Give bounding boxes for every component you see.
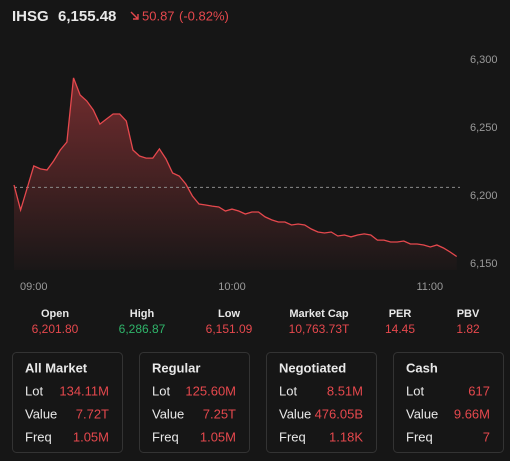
panel-title: Cash	[406, 360, 438, 375]
row-value: 8.51M	[327, 383, 363, 398]
panel-title: All Market	[25, 360, 88, 375]
y-tick-label: 6,150	[470, 258, 498, 270]
row-label: Freq	[152, 429, 179, 444]
row-value: 134.11M	[59, 383, 109, 398]
stat-label: Low	[218, 308, 240, 320]
panel-title: Regular	[152, 360, 200, 375]
area	[14, 77, 457, 271]
row-value: 1.05M	[73, 429, 109, 444]
row-value: 617	[468, 383, 490, 398]
stat-value: 10,763.73T	[289, 322, 350, 336]
stat-value: 6,286.87	[119, 322, 166, 336]
down-arrow	[130, 11, 139, 20]
ticker: IHSG	[12, 8, 49, 25]
row-value: 7.72T	[76, 406, 109, 421]
row-label: Value	[152, 406, 184, 421]
stat-label: High	[130, 308, 155, 320]
line	[13, 77, 458, 258]
row-label: Freq	[279, 429, 306, 444]
row-value: 125.60M	[185, 383, 236, 398]
chart: 6,150 6,200 6,250 6,300 09:00 10:00 11:00	[13, 54, 498, 293]
row-value: 7	[483, 429, 490, 444]
panel	[12, 352, 123, 453]
row-label: Freq	[25, 429, 52, 444]
stat-value: 6,201.80	[32, 322, 79, 336]
row-value: 9.66M	[454, 406, 490, 421]
change: 50.87	[142, 8, 175, 23]
y-tick-label: 6,250	[470, 122, 498, 134]
row-label: Lot	[406, 383, 424, 398]
row-label: Lot	[152, 383, 170, 398]
row-label: Value	[25, 406, 57, 421]
x-tick-label: 11:00	[416, 281, 443, 293]
stat-label: PER	[389, 308, 412, 320]
row-label: Lot	[279, 383, 297, 398]
row-label: Value	[279, 406, 311, 421]
row-value: 1.05M	[200, 429, 236, 444]
stat-label: Open	[41, 308, 69, 320]
stat-value: 6,151.09	[206, 322, 253, 336]
price: 6,155.48	[58, 8, 116, 25]
row-value: 476.05B	[315, 406, 363, 421]
row-label: Value	[406, 406, 438, 421]
row-label: Freq	[406, 429, 433, 444]
y-tick-label: 6,300	[470, 54, 498, 66]
x-tick-label: 10:00	[218, 281, 246, 293]
row-value: 7.25T	[203, 406, 236, 421]
stat-value: 1.82	[456, 322, 480, 336]
stat-value: 14.45	[385, 322, 415, 336]
change-pct: (-0.82%)	[179, 8, 229, 23]
stats: Open 6,201.80 High 6,286.87 Low 6,151.09 Marke…	[12, 308, 504, 453]
stat-label: Market Cap	[289, 308, 349, 320]
panel	[266, 352, 377, 453]
x-tick-label: 09:00	[20, 281, 48, 293]
panel-title: Negotiated	[279, 360, 346, 375]
stat-label: PBV	[457, 308, 480, 320]
y-tick-label: 6,200	[470, 190, 498, 202]
panel	[139, 352, 250, 453]
panel	[393, 352, 504, 453]
row-value: 1.18K	[329, 429, 363, 444]
row-label: Lot	[25, 383, 43, 398]
